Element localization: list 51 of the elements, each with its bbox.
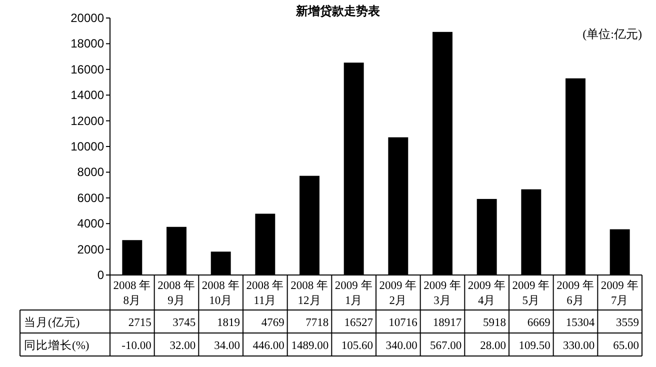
x-tick-label: 2008 年 9月: [158, 279, 196, 307]
data-label: 16527: [344, 317, 374, 329]
text: 当月(亿元): [24, 316, 80, 329]
y-tick-label: 12000: [70, 114, 104, 128]
x-tick-label: 2009 年 4月: [468, 279, 506, 307]
text: 32.00: [170, 340, 196, 352]
text: 65.00: [613, 340, 640, 352]
text: 105.60: [341, 340, 374, 352]
data-label: 3745: [172, 317, 196, 329]
data-label: 7718: [306, 317, 329, 329]
x-tick-label: 2009 年 3月: [424, 279, 462, 307]
x-tick-label: 2008 年 10月: [202, 279, 240, 307]
x-tick-label: 2009 年 5月: [512, 279, 550, 307]
text: 340.00: [386, 340, 418, 352]
data-label: 15304: [566, 317, 595, 329]
x-tick-label: 2009 年 1月: [334, 279, 373, 307]
x-tick-label: 2009 年 6月: [556, 279, 594, 307]
data-label: 2715: [128, 317, 152, 329]
data-label: 10716: [388, 317, 418, 329]
text: 109.50: [518, 340, 551, 352]
text: 446.00: [252, 340, 285, 352]
y-tick-label: 8000: [77, 165, 104, 180]
y-tick-label: 6000: [77, 190, 104, 205]
data-label: 6669: [527, 317, 551, 329]
chart-title: 新增贷款走势表: [295, 4, 381, 18]
text: 567.00: [430, 340, 462, 352]
x-tick-label: 2009 年 2月: [379, 279, 418, 307]
x-tick-label: 2008 年 11月: [246, 279, 284, 307]
text: 同比增长(%): [24, 339, 90, 352]
text: 330.00: [563, 340, 595, 352]
text: 34.00: [214, 340, 240, 352]
data-label: 1819: [217, 317, 240, 329]
text: 1489.00: [291, 340, 329, 352]
data-label: 18917: [432, 317, 462, 329]
y-tick-label: 4000: [77, 216, 104, 231]
x-tick-label: 2009 年 7月: [600, 279, 639, 307]
y-tick-label: 2000: [77, 242, 104, 256]
text: -10.00: [122, 340, 152, 352]
y-tick-label: 20000: [70, 11, 104, 25]
data-label: 3559: [616, 317, 640, 329]
y-tick-label: 16000: [70, 62, 104, 76]
text: 28.00: [480, 340, 506, 352]
data-label: 4769: [261, 317, 285, 329]
y-tick-label: 14000: [70, 88, 104, 102]
y-tick-label: 18000: [70, 36, 104, 51]
x-tick-label: 2008 年 8月: [113, 279, 152, 307]
annotation: (单位:亿元): [582, 27, 642, 41]
y-tick-label: 10000: [70, 140, 104, 154]
data-label: 5918: [483, 317, 506, 329]
y-tick-label: 0: [97, 268, 104, 282]
x-tick-label: 2008 年 12月: [290, 279, 328, 307]
